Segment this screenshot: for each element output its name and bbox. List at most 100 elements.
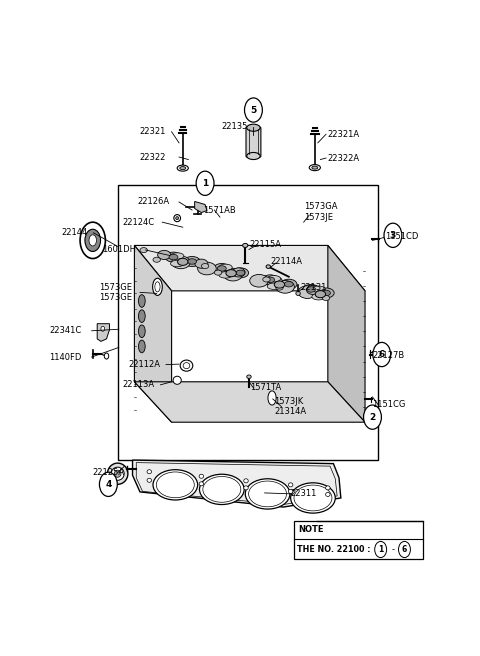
Ellipse shape: [101, 326, 105, 331]
Bar: [118, 185, 378, 460]
Circle shape: [398, 541, 410, 558]
Ellipse shape: [147, 470, 152, 474]
FancyBboxPatch shape: [246, 127, 261, 157]
Ellipse shape: [215, 270, 222, 275]
Ellipse shape: [157, 251, 171, 260]
Circle shape: [375, 541, 386, 558]
Ellipse shape: [195, 259, 208, 268]
Ellipse shape: [198, 262, 216, 275]
Ellipse shape: [202, 264, 209, 268]
Ellipse shape: [111, 467, 124, 480]
Ellipse shape: [243, 243, 248, 247]
Ellipse shape: [276, 281, 294, 293]
Ellipse shape: [184, 256, 200, 266]
Ellipse shape: [288, 489, 293, 493]
Ellipse shape: [309, 165, 321, 171]
Text: 22135: 22135: [221, 122, 248, 131]
Ellipse shape: [312, 286, 325, 293]
Ellipse shape: [170, 253, 184, 259]
Text: 22322: 22322: [140, 152, 166, 161]
Ellipse shape: [247, 152, 260, 159]
Ellipse shape: [288, 483, 293, 487]
Text: 4: 4: [105, 480, 111, 489]
Text: 2: 2: [369, 413, 376, 422]
Ellipse shape: [219, 264, 232, 270]
Ellipse shape: [244, 486, 248, 490]
Ellipse shape: [226, 270, 236, 277]
Text: 22144: 22144: [61, 228, 88, 237]
Ellipse shape: [296, 291, 300, 295]
Text: 22322A: 22322A: [328, 154, 360, 163]
Text: 1571TA: 1571TA: [250, 383, 281, 392]
Text: 1573GA
1573JE: 1573GA 1573JE: [304, 202, 337, 222]
Ellipse shape: [232, 268, 245, 277]
Text: 22131: 22131: [300, 283, 326, 293]
Ellipse shape: [217, 266, 226, 271]
Ellipse shape: [174, 215, 180, 222]
Ellipse shape: [200, 474, 244, 504]
Ellipse shape: [266, 265, 271, 268]
Ellipse shape: [263, 277, 270, 282]
Ellipse shape: [183, 363, 190, 369]
Circle shape: [373, 342, 391, 367]
Ellipse shape: [147, 478, 152, 482]
Text: 1140FD: 1140FD: [49, 352, 82, 361]
Ellipse shape: [214, 264, 230, 274]
Ellipse shape: [298, 286, 317, 298]
Ellipse shape: [325, 486, 330, 490]
Polygon shape: [97, 323, 109, 341]
Ellipse shape: [269, 277, 282, 286]
Circle shape: [99, 472, 117, 497]
Ellipse shape: [322, 290, 330, 296]
Text: 22127B: 22127B: [372, 350, 405, 359]
Circle shape: [196, 171, 214, 195]
Polygon shape: [195, 201, 207, 213]
Ellipse shape: [281, 279, 297, 289]
Text: 22114A: 22114A: [270, 256, 302, 266]
Text: 1601DH: 1601DH: [102, 245, 136, 255]
Ellipse shape: [291, 483, 335, 513]
Text: NOTE: NOTE: [298, 525, 324, 534]
Ellipse shape: [315, 291, 325, 298]
Ellipse shape: [266, 277, 275, 283]
Ellipse shape: [140, 247, 147, 253]
Text: 1151CG: 1151CG: [372, 400, 406, 409]
Ellipse shape: [307, 287, 315, 292]
Text: THE NO. 22100 :: THE NO. 22100 :: [297, 545, 371, 554]
Ellipse shape: [153, 470, 198, 500]
Ellipse shape: [199, 474, 204, 478]
Ellipse shape: [306, 285, 320, 295]
Text: 22341C: 22341C: [49, 326, 82, 335]
Ellipse shape: [219, 272, 232, 278]
Ellipse shape: [170, 260, 184, 267]
Text: 1: 1: [378, 545, 384, 554]
Text: 22115A: 22115A: [250, 240, 282, 249]
Ellipse shape: [312, 294, 325, 300]
Ellipse shape: [177, 165, 188, 171]
Bar: [294, 521, 423, 559]
Ellipse shape: [267, 283, 281, 289]
Ellipse shape: [176, 216, 179, 220]
Ellipse shape: [245, 479, 290, 509]
Polygon shape: [134, 245, 365, 291]
Ellipse shape: [317, 290, 324, 295]
Ellipse shape: [153, 257, 160, 262]
Ellipse shape: [244, 479, 248, 483]
Ellipse shape: [284, 281, 293, 287]
Polygon shape: [134, 382, 365, 422]
Ellipse shape: [108, 463, 128, 484]
Ellipse shape: [247, 375, 251, 379]
Text: 22126A: 22126A: [138, 197, 170, 207]
Text: 6: 6: [379, 350, 385, 359]
Ellipse shape: [322, 295, 330, 300]
Circle shape: [363, 405, 382, 429]
Ellipse shape: [180, 360, 193, 371]
Ellipse shape: [139, 325, 145, 338]
Ellipse shape: [172, 256, 190, 269]
Ellipse shape: [318, 288, 334, 298]
Ellipse shape: [104, 353, 109, 359]
Ellipse shape: [276, 285, 283, 290]
Ellipse shape: [188, 258, 196, 264]
Ellipse shape: [199, 482, 204, 486]
Ellipse shape: [85, 229, 100, 251]
